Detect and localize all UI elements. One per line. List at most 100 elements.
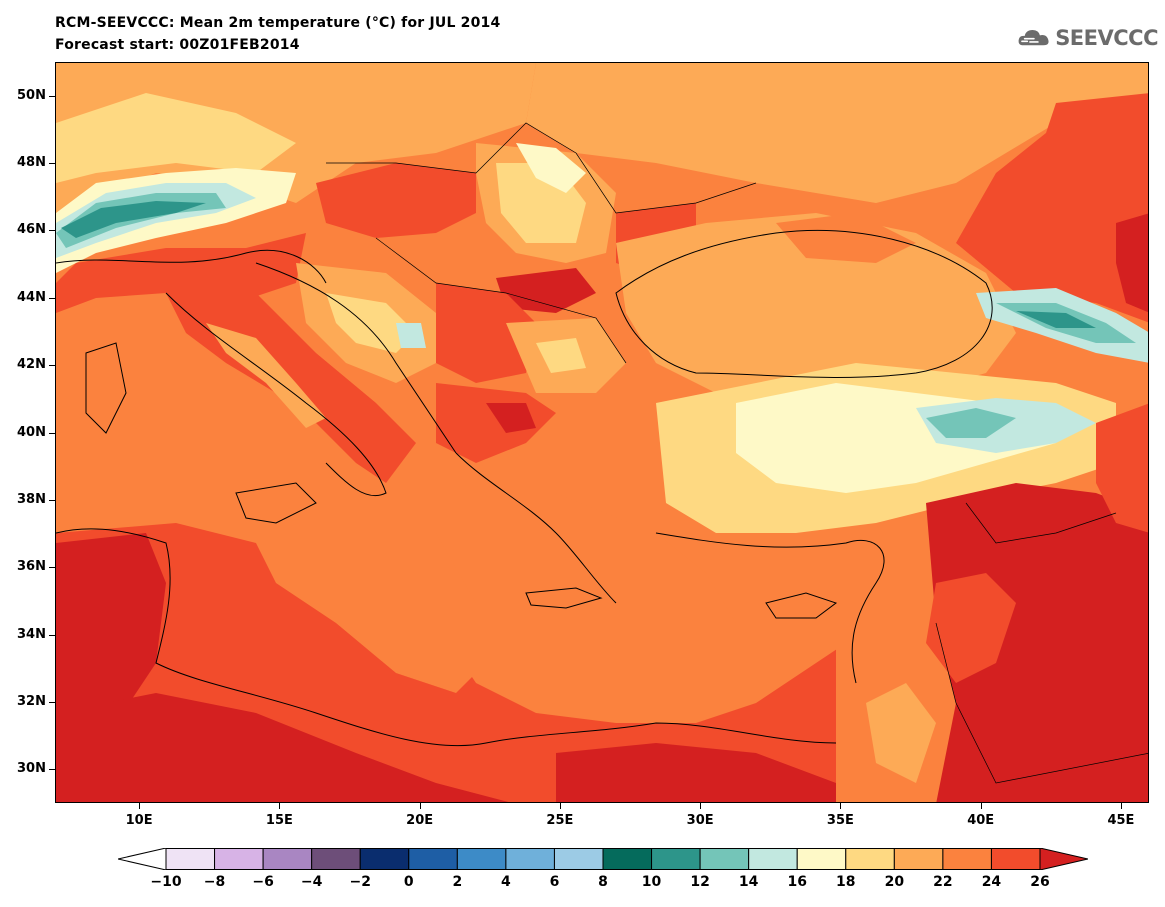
colorbar-label: 20 xyxy=(884,874,905,890)
colorbar-segment xyxy=(602,848,653,870)
lat-label-48N: 48N xyxy=(17,155,46,171)
colorbar-segment xyxy=(845,848,895,870)
colorbar-segment xyxy=(942,848,992,870)
lat-tick xyxy=(49,567,55,569)
region-tunisia xyxy=(56,533,166,743)
colorbar-segment xyxy=(262,848,313,870)
region-montenegro-peak xyxy=(396,323,426,348)
region-east-anatolia-teal xyxy=(926,408,1016,438)
coastline-italy xyxy=(165,292,387,497)
colorbar-label: −8 xyxy=(203,874,226,890)
lon-tick xyxy=(700,803,702,809)
lon-label-30E: 30E xyxy=(686,813,714,828)
lat-tick xyxy=(49,634,55,636)
colorbar-label: 22 xyxy=(933,874,953,890)
lon-tick xyxy=(980,803,982,809)
region-russia-south xyxy=(956,93,1148,323)
colorbar-segment xyxy=(651,848,701,870)
lat-tick xyxy=(49,365,55,367)
region-libya-interior xyxy=(56,693,509,802)
lat-label-44N: 44N xyxy=(17,289,46,305)
lat-tick xyxy=(49,701,55,703)
colorbar-segment xyxy=(311,848,361,870)
colorbar-label: −10 xyxy=(150,874,182,890)
lat-label-42N: 42N xyxy=(17,357,46,373)
colorbar-label: 24 xyxy=(981,874,1002,890)
region-caspian-hot xyxy=(1116,213,1148,313)
region-jordan-high xyxy=(866,683,936,783)
temperature-map xyxy=(55,62,1149,803)
lon-tick xyxy=(139,803,141,809)
region-ionian-sea xyxy=(256,523,486,693)
colorbar-label: 4 xyxy=(501,874,511,890)
lon-tick xyxy=(559,803,561,809)
lat-label-46N: 46N xyxy=(17,222,46,238)
colorbar-segment xyxy=(214,848,264,870)
colorbar-segment xyxy=(893,848,944,870)
colorbar-label: −4 xyxy=(300,874,323,890)
colorbar-label: 26 xyxy=(1030,874,1050,890)
colorbar-segment xyxy=(359,848,410,870)
lon-label-15E: 15E xyxy=(265,813,293,828)
region-caucasus-peak xyxy=(1016,311,1096,328)
forecast-start-label: Forecast start: 00Z01FEB2014 xyxy=(55,37,300,53)
colorbar-segment xyxy=(505,848,555,870)
coastline-adriatic-east xyxy=(255,262,457,454)
map-canvas xyxy=(56,63,1148,802)
lon-label-45E: 45E xyxy=(1107,813,1135,828)
colorbar-label: 6 xyxy=(549,874,560,890)
lat-label-30N: 30N xyxy=(17,761,46,777)
coastline-greece xyxy=(455,452,617,604)
colorbar-label: 18 xyxy=(836,874,856,890)
coastline-cyprus xyxy=(765,592,838,619)
lat-tick xyxy=(49,499,55,501)
lat-label-32N: 32N xyxy=(17,693,46,709)
colorbar-segment xyxy=(990,848,1041,870)
region-ukraine xyxy=(526,63,1148,203)
region-mesopotamia xyxy=(926,483,1148,802)
lat-tick xyxy=(49,432,55,434)
region-thessaloniki xyxy=(486,403,536,433)
border-central-europe xyxy=(326,122,757,214)
colorbar-over-triangle xyxy=(1039,848,1088,870)
coastline-sardinia xyxy=(85,342,127,434)
region-zagros xyxy=(1096,403,1148,533)
seevccc-logo: SEEVCCC xyxy=(1018,21,1158,55)
lon-tick xyxy=(279,803,281,809)
colorbar-label: 2 xyxy=(452,874,463,890)
region-alps-peak xyxy=(61,201,206,238)
colorbar-label: 10 xyxy=(641,874,662,890)
lat-tick xyxy=(49,95,55,97)
lon-label-40E: 40E xyxy=(967,813,995,828)
region-apennines xyxy=(206,323,326,428)
colorbar-label: −6 xyxy=(252,874,274,890)
colorbar-under-triangle xyxy=(118,848,167,870)
colorbar-label: 12 xyxy=(690,874,710,890)
lon-tick xyxy=(1120,803,1122,809)
colorbar-segment xyxy=(408,848,458,870)
colorbar-segment xyxy=(699,848,750,870)
lat-label-40N: 40N xyxy=(17,424,46,440)
lon-tick xyxy=(840,803,842,809)
colorbar-label: 16 xyxy=(787,874,807,890)
cloud-logo-icon xyxy=(1018,30,1049,46)
border-middle-east xyxy=(935,622,1148,784)
region-rhodopes xyxy=(536,338,586,373)
border-turkey-syria xyxy=(965,502,1117,544)
lat-tick xyxy=(49,163,55,165)
coastline-anatolia-south xyxy=(655,532,885,684)
colorbar-segment xyxy=(456,848,507,870)
region-crimea xyxy=(776,213,916,263)
lat-tick xyxy=(49,230,55,232)
lon-label-20E: 20E xyxy=(406,813,434,828)
coastline-north-adriatic xyxy=(56,249,327,284)
lon-tick xyxy=(419,803,421,809)
coastline-north-africa xyxy=(56,528,837,747)
region-black-sea xyxy=(616,213,1016,393)
chart-title: RCM-SEEVCCC: Mean 2m temperature (°C) fo… xyxy=(55,15,501,31)
lat-tick xyxy=(49,769,55,771)
lat-label-38N: 38N xyxy=(17,491,46,507)
colorbar-label: 8 xyxy=(598,874,608,890)
region-hungary xyxy=(316,163,476,238)
region-egypt-north xyxy=(556,743,873,802)
